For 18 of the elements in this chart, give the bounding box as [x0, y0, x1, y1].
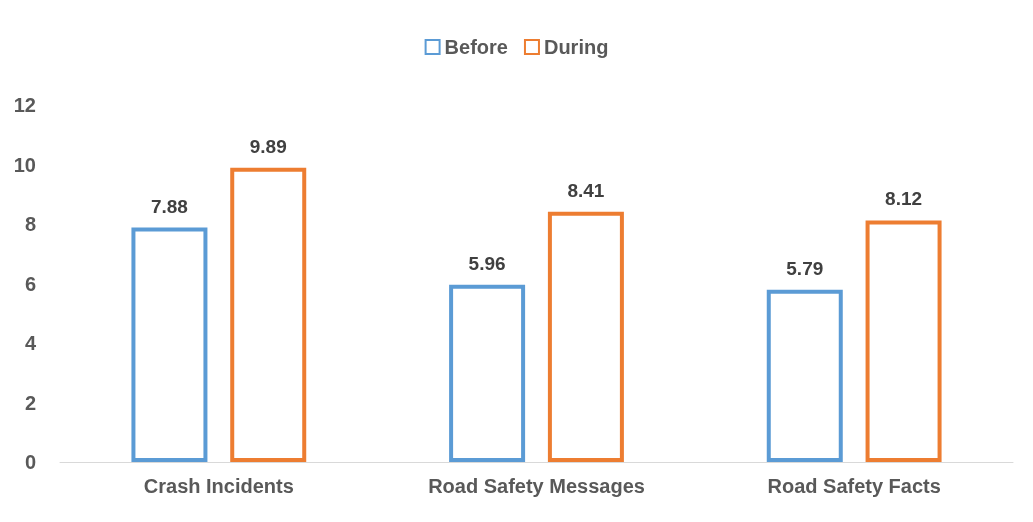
x-tick-label: Road Safety Facts — [767, 475, 941, 497]
data-label: 9.89 — [249, 135, 287, 157]
data-label: 5.96 — [468, 252, 506, 274]
y-tick-label: 8 — [24, 213, 36, 235]
legend-label: During — [543, 36, 609, 58]
legend-label: Before — [444, 36, 508, 58]
data-label: 5.79 — [786, 257, 824, 279]
data-label: 8.12 — [885, 188, 923, 210]
y-tick-label: 0 — [24, 451, 36, 473]
y-tick-label: 2 — [24, 391, 36, 414]
x-tick-label: Road Safety Messages — [428, 475, 645, 497]
y-tick-label: 10 — [13, 153, 36, 176]
x-tick-label: Crash Incidents — [143, 475, 294, 497]
data-label: 8.41 — [567, 179, 605, 201]
y-tick-label: 12 — [13, 94, 36, 116]
y-tick-label: 6 — [24, 272, 36, 295]
y-tick-label: 4 — [24, 332, 37, 354]
data-label: 7.88 — [150, 195, 188, 217]
